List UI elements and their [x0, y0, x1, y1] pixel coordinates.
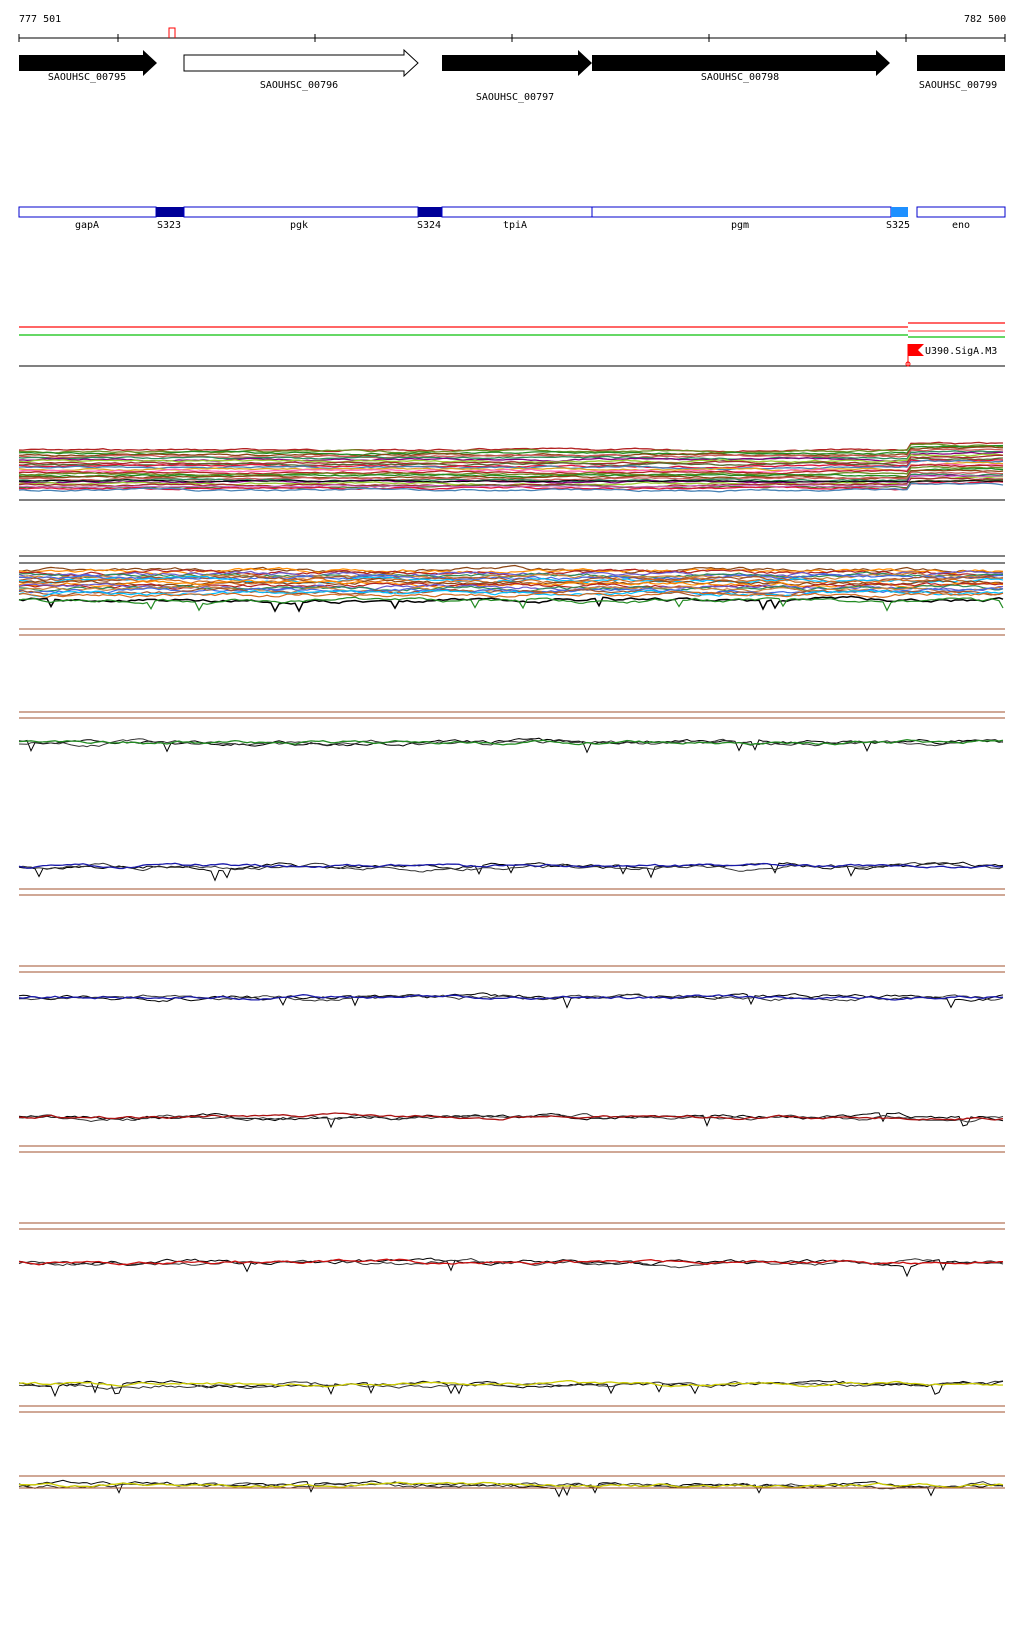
promoter-flag-icon[interactable] — [908, 344, 924, 356]
promoter-track: U390.SigA.M3 — [19, 322, 1005, 367]
expression-trace — [18, 589, 1004, 597]
expression-trace — [18, 739, 1004, 746]
gene-track: SAOUHSC_00795 SAOUHSC_00796 SAOUHSC_0079… — [19, 48, 1005, 103]
expression-trace — [18, 477, 1003, 489]
expression-trace — [18, 479, 1004, 483]
gene-label-00795: SAOUHSC_00795 — [48, 72, 126, 83]
feature-track: gapA S323 pgk S324 tpiA pgm S325 eno — [18, 206, 1006, 231]
feature-label-tpiA: tpiA — [503, 220, 527, 231]
expression-trace — [18, 994, 1004, 1001]
expression-trace — [18, 441, 1003, 453]
segment-box-S325[interactable] — [891, 207, 908, 217]
segment-box-S324[interactable] — [418, 207, 442, 217]
expression-trace — [18, 571, 1004, 579]
expression-trace — [18, 993, 1004, 1002]
expression-trace — [18, 467, 1004, 478]
expression-trace — [18, 444, 1004, 456]
expression-trace — [18, 450, 1004, 460]
expression-trace — [18, 737, 1004, 754]
feature-label-S323: S323 — [157, 220, 181, 231]
feature-box-pgk[interactable] — [183, 206, 419, 218]
feature-box-eno[interactable] — [916, 206, 1006, 218]
expression-trace — [18, 448, 1004, 459]
gene-arrow-00799[interactable] — [917, 55, 1005, 71]
promoter-site-dot — [905, 361, 911, 367]
feature-label-pgk: pgk — [290, 220, 308, 231]
expression-trace — [18, 862, 1004, 870]
feature-label-gapA: gapA — [75, 220, 99, 231]
expression-trace — [18, 454, 1004, 465]
feature-label-S325: S325 — [886, 220, 910, 231]
coordinate-ruler: 777 501 782 500 — [18, 14, 1006, 42]
gene-label-00797: SAOUHSC_00797 — [476, 92, 554, 103]
gene-arrow-00795[interactable] — [19, 50, 157, 76]
expression-trace — [18, 446, 1004, 458]
segment-box-S323[interactable] — [156, 207, 184, 217]
expression-trace — [18, 443, 1004, 454]
gene-label-00798: SAOUHSC_00798 — [701, 72, 779, 83]
expression-trace — [18, 463, 1004, 475]
expression-trace — [18, 596, 1004, 612]
feature-label-pgm: pgm — [731, 220, 749, 231]
expression-trace — [18, 582, 1004, 591]
expression-trace — [18, 1258, 1004, 1266]
feature-label-S324: S324 — [417, 220, 441, 231]
feature-box-tpiA[interactable] — [441, 206, 593, 218]
gene-arrow-00796[interactable] — [183, 48, 419, 78]
expression-tracks — [18, 441, 1005, 1498]
feature-box-gapA[interactable] — [18, 206, 157, 218]
end-coordinate: 782 500 — [964, 14, 1006, 25]
expression-trace — [18, 595, 1004, 613]
expression-trace — [18, 1380, 1004, 1390]
expression-trace — [18, 482, 1004, 493]
gene-arrow-00797[interactable] — [442, 50, 592, 76]
expression-trace — [18, 451, 1004, 463]
expression-trace — [18, 587, 1004, 595]
gene-arrow-00798[interactable] — [592, 50, 890, 76]
feature-label-eno: eno — [952, 220, 970, 231]
expression-trace — [18, 1481, 1004, 1489]
feature-box-pgm[interactable] — [591, 206, 892, 218]
tss-marker — [168, 27, 176, 38]
expression-trace — [18, 474, 1004, 488]
ruler-ticks — [18, 34, 1006, 42]
expression-trace — [18, 566, 1004, 575]
expression-trace — [18, 572, 1004, 581]
gene-label-00799: SAOUHSC_00799 — [919, 80, 997, 91]
expression-trace — [18, 1112, 1004, 1121]
expression-trace — [18, 590, 1004, 599]
promoter-label[interactable]: U390.SigA.M3 — [925, 346, 997, 357]
expression-trace — [18, 575, 1004, 584]
expression-trace — [18, 459, 1004, 471]
gene-label-00796: SAOUHSC_00796 — [260, 80, 338, 91]
start-coordinate: 777 501 — [19, 14, 61, 25]
expression-trace — [18, 1379, 1004, 1388]
expression-trace — [18, 473, 1004, 483]
